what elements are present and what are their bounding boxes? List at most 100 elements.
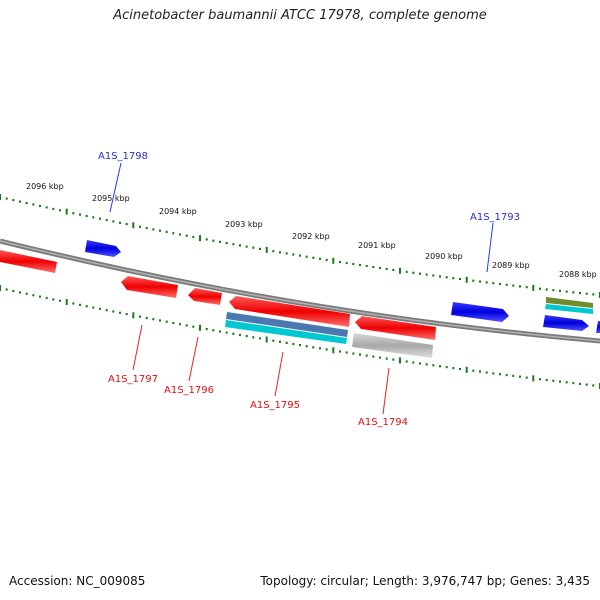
minor-tick — [145, 227, 148, 230]
minor-tick — [445, 366, 448, 369]
outer-scale-ruler — [0, 194, 600, 298]
gene-a1s-1793[interactable] — [451, 302, 509, 322]
minor-tick — [452, 277, 455, 280]
minor-tick — [45, 206, 48, 209]
major-tick — [532, 284, 535, 291]
minor-tick — [205, 328, 208, 331]
minor-tick — [492, 372, 495, 375]
accession-text: Accession: NC_009085 — [9, 574, 146, 588]
gene-feature[interactable] — [543, 315, 589, 331]
minor-tick — [12, 199, 15, 202]
major-tick — [399, 267, 401, 274]
minor-tick — [232, 332, 235, 335]
minor-tick — [425, 273, 428, 276]
major-tick — [65, 299, 68, 305]
minor-tick — [512, 284, 515, 287]
minor-tick — [525, 286, 528, 289]
minor-tick — [119, 221, 121, 224]
minor-tick — [239, 244, 241, 247]
gene-feature[interactable] — [596, 321, 600, 333]
feature-olive[interactable] — [546, 297, 593, 308]
minor-tick — [559, 380, 561, 383]
feature-gray[interactable] — [352, 333, 433, 358]
minor-tick — [79, 303, 81, 306]
minor-tick — [559, 289, 561, 292]
minor-tick — [152, 228, 155, 231]
feature-cyan[interactable] — [545, 304, 593, 314]
minor-tick — [485, 281, 488, 284]
minor-tick — [545, 288, 548, 291]
minor-tick — [19, 200, 21, 203]
scale-label: 2090 kbp — [425, 252, 463, 261]
gene-label[interactable]: A1S_1797 — [108, 374, 158, 385]
feature-cyan[interactable] — [225, 320, 347, 344]
minor-tick — [419, 362, 421, 365]
minor-tick — [445, 276, 448, 279]
minor-tick — [39, 295, 41, 298]
minor-tick — [72, 302, 75, 305]
minor-tick — [325, 258, 328, 261]
minor-tick — [392, 268, 395, 271]
minor-tick — [225, 242, 228, 245]
minor-tick — [325, 348, 328, 351]
minor-tick — [192, 325, 195, 328]
minor-tick — [485, 371, 488, 374]
gene-a1s-1797[interactable] — [121, 276, 178, 298]
minor-tick — [405, 270, 408, 273]
map-title: Acinetobacter baumannii ATCC 17978, comp… — [113, 8, 487, 23]
minor-tick — [179, 323, 181, 326]
gene-label[interactable]: A1S_1795 — [250, 400, 300, 411]
minor-tick — [579, 292, 581, 295]
gene-a1s-1794[interactable] — [355, 316, 436, 340]
gene-feature[interactable] — [0, 250, 57, 273]
minor-tick — [365, 264, 368, 268]
major-tick — [65, 208, 68, 215]
scale-label: 2088 kbp — [559, 270, 597, 279]
gene-a1s-1795[interactable] — [229, 296, 350, 327]
minor-tick — [565, 290, 568, 293]
gene-label[interactable]: A1S_1796 — [164, 385, 214, 396]
minor-tick — [59, 209, 61, 212]
minor-tick — [212, 239, 215, 242]
scale-label: 2091 kbp — [358, 241, 396, 250]
minor-tick — [119, 311, 121, 314]
minor-tick — [439, 365, 441, 368]
minor-tick — [252, 246, 255, 249]
gene-a1s-1796[interactable] — [188, 288, 222, 305]
minor-tick — [299, 254, 301, 257]
minor-tick — [245, 335, 248, 338]
minor-tick — [85, 305, 88, 308]
minor-tick — [479, 370, 481, 373]
minor-tick — [245, 245, 248, 248]
label-leader-line — [132, 324, 143, 371]
gene-label[interactable]: A1S_1798 — [98, 151, 148, 162]
minor-tick — [125, 223, 128, 226]
gene-a1s-1798[interactable] — [85, 240, 121, 257]
minor-tick — [472, 279, 475, 282]
minor-tick — [512, 374, 515, 377]
minor-tick — [312, 256, 315, 259]
minor-tick — [92, 306, 95, 309]
minor-tick — [72, 212, 75, 215]
minor-tick — [19, 291, 21, 294]
major-tick — [199, 324, 201, 331]
minor-tick — [305, 345, 308, 348]
minor-tick — [105, 219, 108, 222]
label-leader-line — [109, 162, 122, 213]
minor-tick — [392, 358, 395, 361]
major-tick — [132, 222, 135, 229]
minor-tick — [292, 253, 295, 256]
minor-tick — [5, 288, 8, 291]
major-tick — [265, 246, 268, 253]
minor-tick — [365, 354, 368, 357]
gene-label[interactable]: A1S_1793 — [470, 212, 520, 223]
gene-label[interactable]: A1S_1794 — [358, 417, 408, 428]
minor-tick — [159, 229, 161, 232]
minor-tick — [339, 260, 341, 264]
minor-tick — [592, 384, 595, 387]
label-leader-line — [382, 367, 390, 415]
minor-tick — [505, 374, 508, 377]
genome-summary-text: Topology: circular; Length: 3,976,747 bp… — [260, 574, 590, 588]
feature-steel[interactable] — [226, 312, 348, 337]
